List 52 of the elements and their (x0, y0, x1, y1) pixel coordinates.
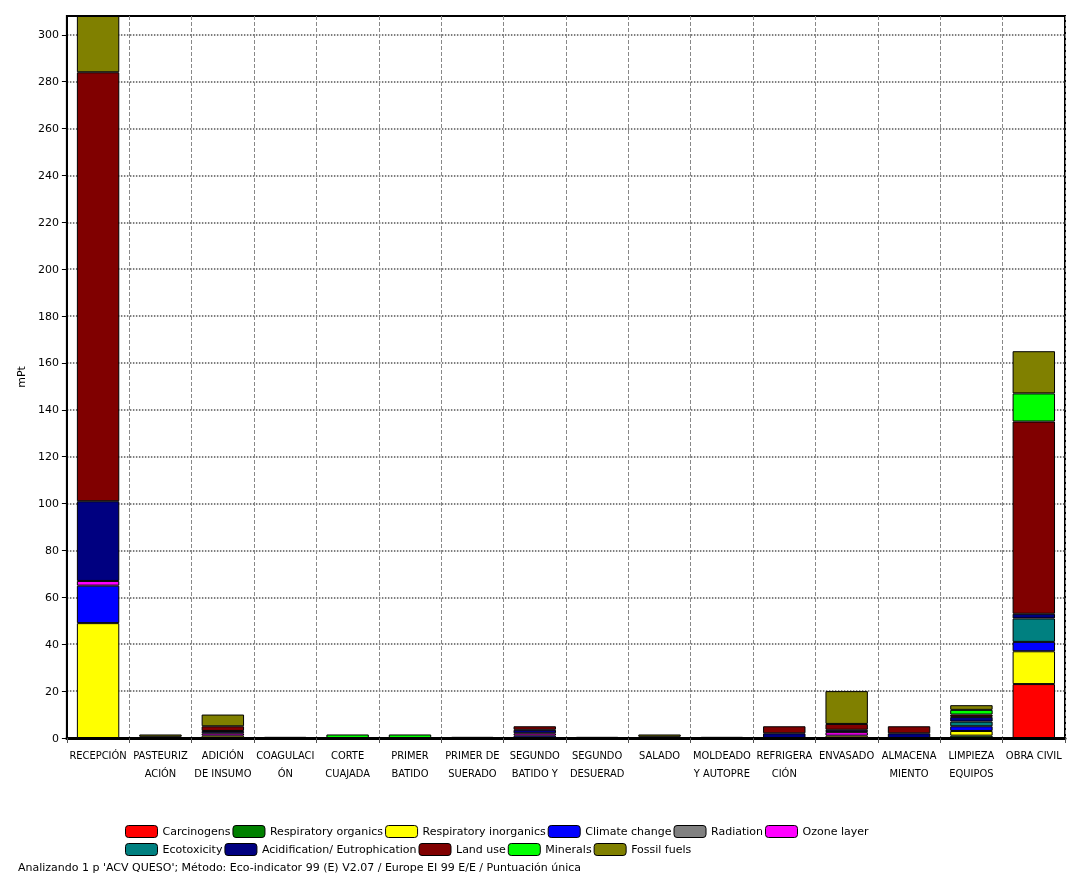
legend-label: Radiation (711, 825, 764, 838)
x-tick-label: PASTEURIZ ACIÓN (133, 748, 188, 780)
legend-label: Ecotoxicity (162, 843, 223, 856)
y-tick-label: 80 (44, 543, 59, 557)
y-tick-label: 140 (37, 403, 59, 417)
bar (513, 726, 556, 730)
legend-label: Carcinogens (162, 825, 231, 838)
y-tick-label: 300 (37, 28, 59, 42)
y-axis-title: mPt (15, 365, 28, 388)
y-tick-label: 0 (51, 731, 59, 745)
y-tick-label: 240 (37, 168, 59, 182)
x-tick-label: SEGUNDO DESUERAD (569, 748, 625, 780)
legend-label: Respiratory inorganics (422, 825, 546, 838)
x-tick-label: ADICIÓN DE INSUMO (194, 748, 252, 780)
y-tick-label: 280 (37, 75, 59, 89)
x-tick-label: ALMACENA MIENTO (881, 748, 937, 780)
bar (887, 726, 931, 734)
y-tick-label: 220 (37, 215, 59, 229)
x-tick-label: ENVASADO (819, 748, 875, 762)
y-tick-label: 260 (37, 122, 59, 136)
bar (201, 714, 245, 727)
y-tick-label: 180 (37, 309, 59, 323)
y-tick-label: 100 (37, 497, 59, 511)
bar (950, 730, 993, 736)
legend-label: Climate change (585, 825, 672, 838)
x-tick-label: LIMPIEZA EQUIPOS (948, 748, 995, 780)
legend-label: Fossil fuels (631, 843, 692, 856)
y-tick-label: 40 (44, 637, 59, 651)
x-tick-label: RECEPCIÓN (69, 748, 127, 762)
y-tick-label: 160 (37, 356, 59, 370)
bar (763, 726, 806, 734)
x-tick-label: OBRA CIVIL (1005, 748, 1063, 762)
legend-label: Minerals (545, 843, 592, 856)
x-tick-label: MOLDEADO Y AUTOPRE (692, 748, 752, 780)
y-tick-label: 200 (37, 262, 59, 276)
legend-label: Ozone layer (802, 825, 869, 838)
legend-label: Respiratory organics (269, 825, 384, 838)
x-tick-label: SEGUNDO BATIDO Y (509, 748, 561, 780)
bar (950, 709, 993, 715)
x-tick-label: COAGULACI ÓN (256, 748, 315, 780)
x-tick-label: SALADO (638, 748, 681, 762)
y-tick-label: 20 (44, 684, 59, 698)
x-tick-label: PRIMER BATIDO (391, 748, 429, 780)
x-tick-label: CORTE CUAJADA (325, 748, 371, 780)
x-tick-label: REFRIGERA CIÓN (756, 748, 813, 780)
legend-label: Land use (456, 843, 507, 856)
legend-label: Acidification/ Eutrophication (261, 843, 417, 856)
bar (950, 716, 993, 722)
y-tick-label: 120 (37, 450, 59, 464)
text: Analizando 1 p 'ACV QUESO'; Método: Eco-indicator 99 (E) V2.07 / Europe EI 99 E/E / Puntuación única (18, 861, 582, 874)
y-tick-label: 60 (44, 590, 59, 604)
x-tick-label: PRIMER DE SUERADO (445, 748, 500, 780)
